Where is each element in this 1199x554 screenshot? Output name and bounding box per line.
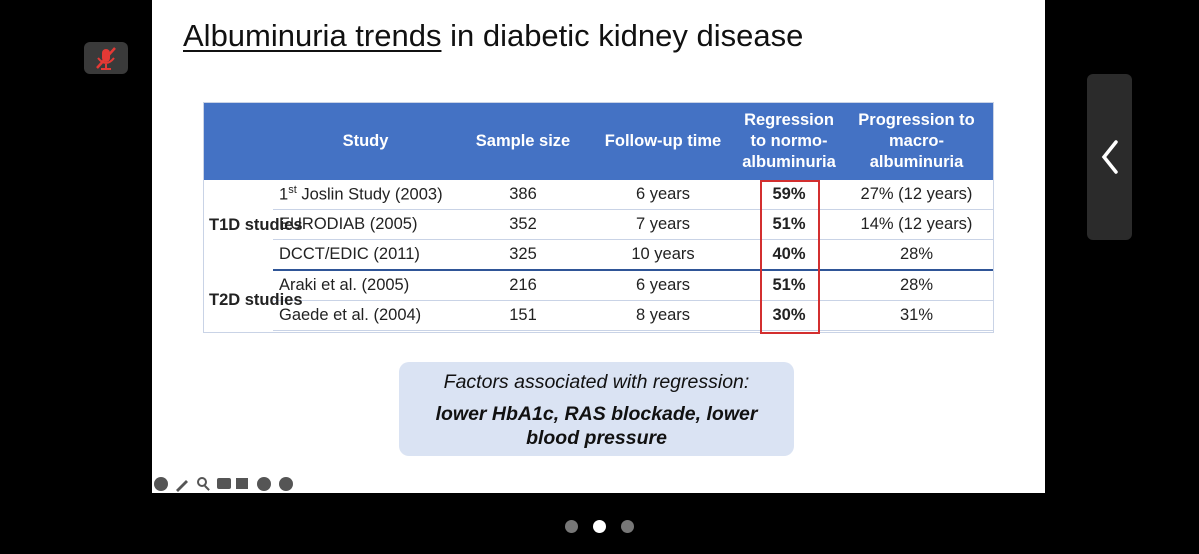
progression: 14% (12 years) [840, 209, 993, 240]
regression: 40% [738, 239, 840, 271]
regression: 30% [738, 300, 840, 331]
follow-up: 7 years [588, 209, 738, 240]
chevron-icon [1101, 140, 1118, 174]
group-label: T2D studies [209, 291, 303, 310]
progression: 31% [840, 300, 993, 331]
side-panel-toggle[interactable] [1087, 74, 1132, 240]
sample-size: 352 [458, 209, 588, 240]
follow-up: 8 years [588, 300, 738, 331]
study-text: Gaede et al. (2004) [279, 306, 422, 324]
table-row: T2D studies Araki et al. (2005) 216 6 years… [203, 270, 993, 309]
follow-up: 6 years [588, 270, 738, 301]
sample-size: 325 [458, 239, 588, 271]
superscript: st [288, 184, 297, 197]
page-dot[interactable] [621, 520, 634, 533]
study-text: EURODIAB (2005) [279, 215, 418, 233]
callout-body: lower HbA1c, RAS blockade, lower blood p… [435, 403, 758, 449]
regression: 59% [738, 180, 840, 210]
table-row: EURODIAB (2005) 352 7 years 51% 14% (12 year… [203, 209, 993, 240]
sample-size: 151 [458, 300, 588, 331]
callout-box: Factors associated with regression: lowe… [399, 362, 794, 456]
regression: 51% [738, 209, 840, 240]
regression: 51% [738, 270, 840, 301]
slide-toolbar [154, 477, 293, 492]
study-cell: Araki et al. (2005) [273, 270, 458, 301]
group-label: T1D studies [209, 216, 303, 234]
header-blank [203, 102, 273, 180]
toolbar-icons[interactable] [154, 477, 293, 492]
title-rest: in diabetic kidney disease [441, 18, 804, 53]
study-text: DCCT/EDIC (2011) [279, 245, 420, 263]
study-cell: DCCT/EDIC (2011) [273, 239, 458, 271]
sample-size: 386 [458, 180, 588, 210]
study-cell: EURODIAB (2005) [273, 209, 458, 240]
mute-button[interactable] [84, 42, 128, 74]
highlight-box [760, 180, 820, 334]
study-cell: 1st Joslin Study (2003) [273, 180, 458, 210]
table-row: Gaede et al. (2004) 151 8 years 30% 31% [203, 300, 993, 331]
table-row: DCCT/EDIC (2011) 325 10 years 40% 28% [203, 239, 993, 271]
study-text: Joslin Study (2003) [296, 185, 443, 204]
progression: 28% [840, 270, 993, 301]
progression: 27% (12 years) [840, 180, 993, 210]
slide-title: Albuminuria trends in diabetic kidney di… [183, 18, 803, 54]
header-cell: Sample size [458, 102, 588, 180]
study-table: Study Sample size Follow-up time Regression… [203, 102, 993, 331]
follow-up: 6 years [588, 180, 738, 210]
study-text: Araki et al. (2005) [279, 276, 410, 294]
header-row: Study Sample size Follow-up time Regression… [203, 102, 993, 180]
header-cell: Study [273, 102, 458, 180]
study-cell: Gaede et al. (2004) [273, 300, 458, 331]
follow-up: 10 years [588, 239, 738, 271]
mic-muted-icon [96, 47, 116, 70]
study-text: 1 [279, 185, 289, 204]
sample-size: 216 [458, 270, 588, 301]
page-dot[interactable] [565, 520, 578, 533]
header-cell: Follow-up time [588, 102, 738, 180]
header-cell: Regression to normo-albuminuria [738, 102, 840, 180]
page-dot-active[interactable] [593, 520, 606, 533]
callout-heading: Factors associated with regression: [443, 371, 750, 393]
header-cell: Progression to macro-albuminuria [840, 102, 993, 180]
title-underlined: Albuminuria trends [183, 18, 442, 53]
progression: 28% [840, 239, 993, 271]
table-row: T1D studies 1st Joslin Study (2003) 386 6 y… [203, 180, 993, 234]
